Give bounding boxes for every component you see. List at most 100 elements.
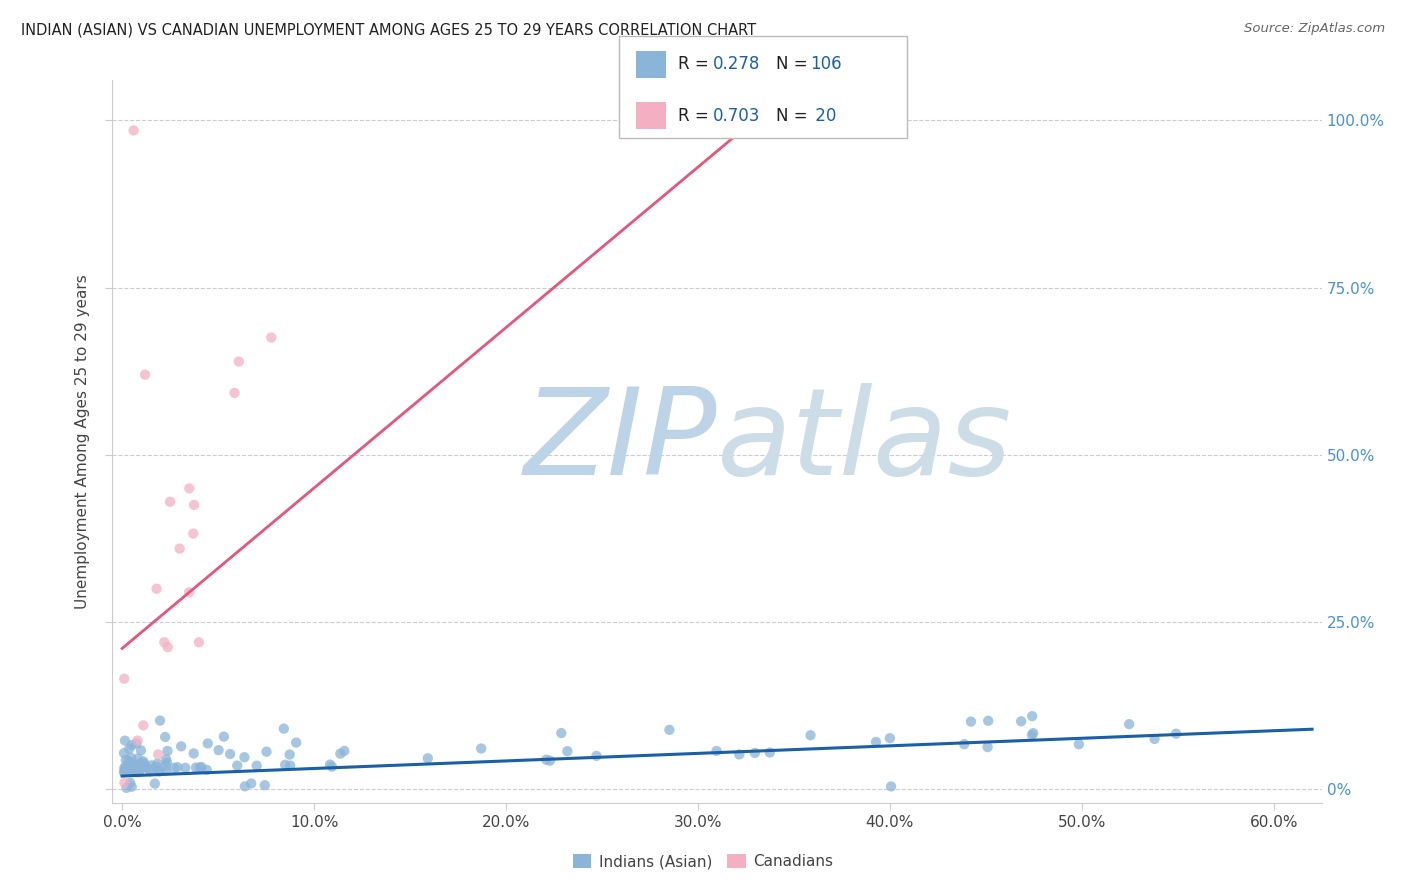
Point xyxy=(121,756,143,771)
Point xyxy=(156,744,179,758)
Point xyxy=(117,754,139,768)
Point xyxy=(114,733,136,747)
Point xyxy=(121,762,143,776)
Y-axis label: Unemployment Among Ages 25 to 29 years: Unemployment Among Ages 25 to 29 years xyxy=(75,274,90,609)
Point xyxy=(153,635,176,649)
Point xyxy=(246,758,269,772)
Point xyxy=(960,714,983,729)
Point xyxy=(155,759,177,773)
Point xyxy=(536,753,558,767)
Point xyxy=(183,498,205,512)
Point xyxy=(155,752,177,766)
Point xyxy=(146,764,169,778)
Point xyxy=(233,750,256,764)
Point xyxy=(759,746,782,760)
Text: Source: ZipAtlas.com: Source: ZipAtlas.com xyxy=(1244,22,1385,36)
Point xyxy=(120,764,142,778)
Point xyxy=(179,482,201,496)
Text: 0.703: 0.703 xyxy=(713,107,761,125)
Point xyxy=(274,757,297,772)
Point xyxy=(219,747,242,761)
Point xyxy=(135,760,157,774)
Text: N =: N = xyxy=(776,55,813,73)
Point xyxy=(285,735,308,749)
Point xyxy=(128,761,150,775)
Text: atlas: atlas xyxy=(717,383,1012,500)
Point xyxy=(146,756,169,771)
Point xyxy=(329,747,352,761)
Point xyxy=(112,761,135,775)
Point xyxy=(127,733,149,747)
Point xyxy=(122,123,145,137)
Point xyxy=(470,741,492,756)
Point xyxy=(1021,728,1043,742)
Point xyxy=(953,737,976,751)
Point xyxy=(658,723,681,737)
Point xyxy=(112,764,135,779)
Point xyxy=(188,760,211,774)
Point xyxy=(1118,717,1140,731)
Point xyxy=(112,746,135,760)
Point xyxy=(1021,709,1043,723)
Point xyxy=(114,760,136,774)
Point xyxy=(177,585,200,599)
Point xyxy=(273,722,295,736)
Point xyxy=(128,756,150,771)
Point xyxy=(976,740,998,755)
Point xyxy=(865,735,887,749)
Point xyxy=(197,736,219,750)
Legend: Indians (Asian), Canadians: Indians (Asian), Canadians xyxy=(567,848,839,875)
Point xyxy=(112,764,135,779)
Text: ZIP: ZIP xyxy=(523,383,717,500)
Point xyxy=(115,780,138,795)
Point xyxy=(121,780,143,794)
Point xyxy=(143,776,166,790)
Point xyxy=(129,743,152,757)
Point xyxy=(256,745,278,759)
Point xyxy=(706,744,728,758)
Point xyxy=(260,330,283,344)
Point xyxy=(148,747,170,762)
Point xyxy=(1010,714,1032,729)
Point xyxy=(155,764,177,778)
Point xyxy=(212,730,235,744)
Point xyxy=(333,744,356,758)
Point xyxy=(233,780,256,794)
Point xyxy=(207,743,229,757)
Text: R =: R = xyxy=(678,55,714,73)
Point xyxy=(190,760,212,774)
Point xyxy=(121,764,143,778)
Point xyxy=(127,751,149,765)
Point xyxy=(585,748,607,763)
Point xyxy=(319,757,342,772)
Text: INDIAN (ASIAN) VS CANADIAN UNEMPLOYMENT AMONG AGES 25 TO 29 YEARS CORRELATION CH: INDIAN (ASIAN) VS CANADIAN UNEMPLOYMENT … xyxy=(21,22,756,37)
Point xyxy=(1164,727,1187,741)
Point xyxy=(128,758,150,772)
Point xyxy=(169,541,191,556)
Point xyxy=(557,744,579,758)
Point xyxy=(159,494,181,508)
Point xyxy=(163,761,186,775)
Text: 20: 20 xyxy=(810,107,837,125)
Text: 106: 106 xyxy=(810,55,841,73)
Point xyxy=(120,776,142,790)
Point xyxy=(224,385,246,400)
Point xyxy=(278,747,301,762)
Point xyxy=(166,760,188,774)
Point xyxy=(228,354,250,368)
Point xyxy=(138,762,160,776)
Point xyxy=(416,751,439,765)
Point xyxy=(744,746,766,760)
Point xyxy=(153,730,176,744)
Point xyxy=(125,737,148,751)
Point xyxy=(118,741,141,756)
Point xyxy=(129,764,152,778)
Point xyxy=(115,761,138,775)
Point xyxy=(799,728,821,742)
Text: R =: R = xyxy=(678,107,714,125)
Point xyxy=(183,747,205,761)
Point xyxy=(880,780,903,794)
Point xyxy=(226,758,249,772)
Point xyxy=(1067,737,1090,751)
Point xyxy=(1143,731,1166,746)
